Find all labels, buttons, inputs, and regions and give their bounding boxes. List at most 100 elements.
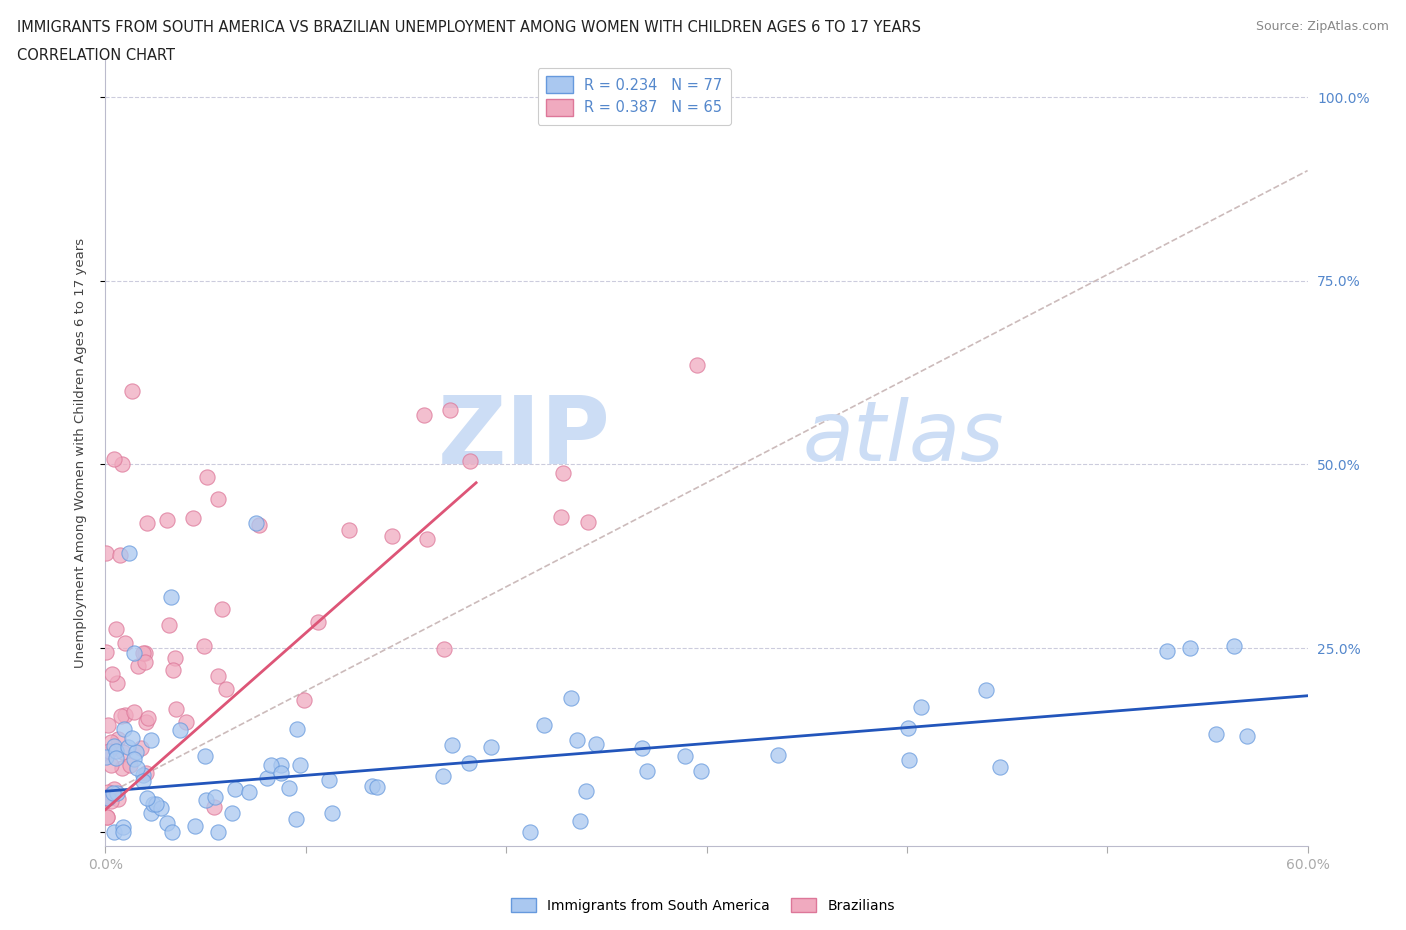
Point — [156, 513, 179, 528]
Point — [636, 764, 658, 778]
Point — [104, 744, 127, 759]
Point — [215, 682, 238, 697]
Point — [104, 751, 127, 765]
Point — [101, 786, 124, 801]
Point — [136, 516, 159, 531]
Point — [416, 531, 439, 546]
Point — [165, 650, 187, 665]
Point — [631, 741, 654, 756]
Point — [270, 758, 292, 773]
Point — [97, 784, 120, 799]
Point — [195, 792, 218, 807]
Point — [479, 739, 502, 754]
Point — [204, 799, 226, 814]
Point — [1205, 727, 1227, 742]
Point — [568, 814, 591, 829]
Point — [458, 755, 481, 770]
Point — [132, 767, 155, 782]
Point — [96, 809, 118, 824]
Point — [112, 722, 135, 737]
Point — [976, 683, 998, 698]
Point — [110, 709, 132, 724]
Point — [897, 721, 920, 736]
Point — [132, 774, 155, 789]
Point — [121, 383, 143, 398]
Point — [107, 786, 129, 801]
Point — [1236, 728, 1258, 743]
Point — [193, 639, 215, 654]
Point — [194, 749, 217, 764]
Point — [156, 816, 179, 830]
Point — [103, 781, 125, 796]
Point — [96, 809, 118, 824]
Point — [910, 699, 932, 714]
Point — [110, 457, 132, 472]
Point — [134, 654, 156, 669]
Point — [118, 545, 141, 560]
Point — [150, 801, 173, 816]
Point — [122, 751, 145, 766]
Point — [96, 545, 118, 560]
Point — [111, 824, 134, 839]
Point — [101, 667, 124, 682]
Point — [551, 466, 574, 481]
Point — [114, 635, 136, 650]
Point — [132, 645, 155, 660]
Point — [111, 761, 134, 776]
Point — [278, 781, 301, 796]
Point — [439, 403, 461, 418]
Point — [103, 824, 125, 839]
Point — [145, 797, 167, 812]
Point — [292, 692, 315, 707]
Point — [184, 818, 207, 833]
Point — [142, 796, 165, 811]
Legend: Immigrants from South America, Brazilians: Immigrants from South America, Brazilian… — [506, 893, 900, 919]
Point — [381, 529, 404, 544]
Point — [160, 589, 183, 604]
Point — [1222, 638, 1244, 653]
Point — [169, 723, 191, 737]
Point — [105, 675, 128, 690]
Point — [575, 784, 598, 799]
Point — [117, 740, 139, 755]
Point — [135, 765, 157, 780]
Text: IMMIGRANTS FROM SOUTH AMERICA VS BRAZILIAN UNEMPLOYMENT AMONG WOMEN WITH CHILDRE: IMMIGRANTS FROM SOUTH AMERICA VS BRAZILI… — [17, 20, 921, 35]
Point — [107, 791, 129, 806]
Point — [100, 793, 122, 808]
Point — [100, 757, 122, 772]
Text: CORRELATION CHART: CORRELATION CHART — [17, 48, 174, 63]
Point — [1178, 641, 1201, 656]
Point — [519, 824, 541, 839]
Point — [157, 618, 180, 632]
Point — [112, 744, 135, 759]
Point — [533, 718, 555, 733]
Point — [125, 745, 148, 760]
Point — [122, 705, 145, 720]
Point — [204, 790, 226, 804]
Point — [97, 790, 120, 805]
Text: ZIP: ZIP — [437, 392, 610, 484]
Point — [174, 715, 197, 730]
Point — [122, 645, 145, 660]
Point — [337, 523, 360, 538]
Point — [120, 758, 142, 773]
Point — [111, 819, 134, 834]
Point — [1156, 644, 1178, 658]
Point — [96, 750, 118, 764]
Point — [197, 470, 219, 485]
Point — [94, 645, 117, 660]
Point — [127, 658, 149, 673]
Point — [160, 824, 183, 839]
Point — [366, 779, 388, 794]
Point — [270, 765, 292, 780]
Point — [121, 730, 143, 745]
Point — [565, 733, 588, 748]
Point — [245, 516, 267, 531]
Point — [224, 782, 246, 797]
Point — [221, 805, 243, 820]
Point — [288, 758, 311, 773]
Text: atlas: atlas — [803, 397, 1004, 478]
Point — [440, 738, 463, 753]
Point — [990, 759, 1012, 774]
Point — [686, 357, 709, 372]
